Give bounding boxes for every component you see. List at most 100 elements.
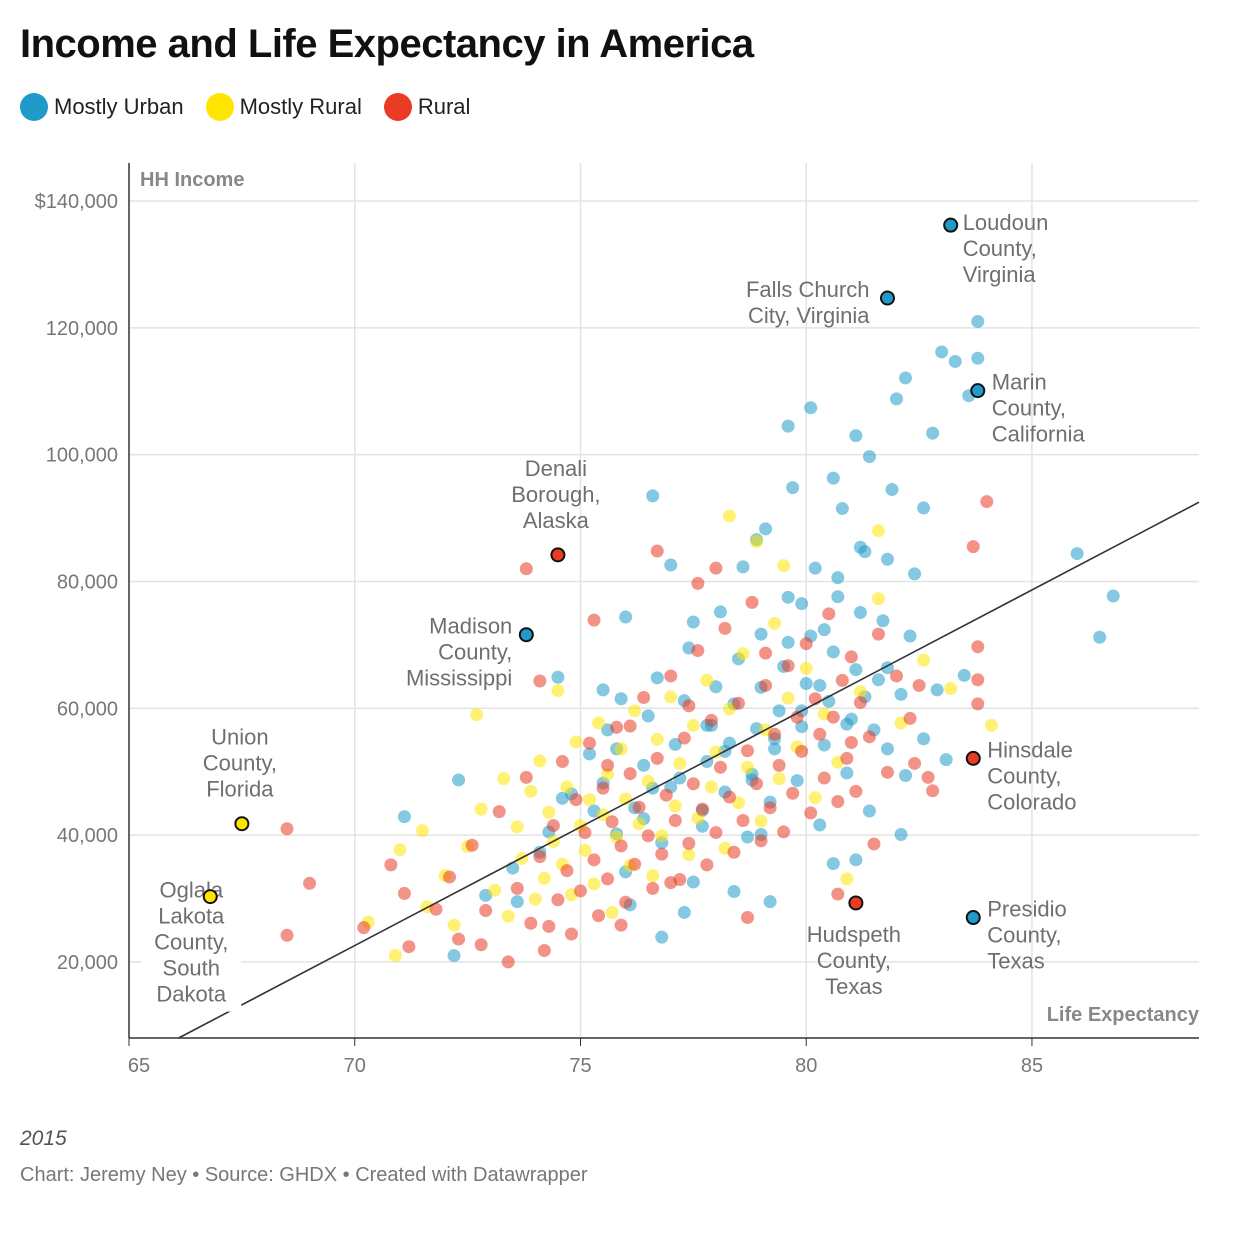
- scatter-point: [587, 877, 601, 891]
- annotation-label: Borough,: [511, 482, 600, 507]
- scatter-point: [578, 826, 592, 840]
- scatter-point: [546, 819, 560, 833]
- chart-title: Income and Life Expectancy in America: [20, 22, 754, 66]
- scatter-point: [443, 870, 457, 884]
- scatter-point: [623, 719, 637, 733]
- scatter-point: [727, 885, 741, 899]
- scatter-point: [817, 623, 831, 637]
- scatter-point: [971, 640, 985, 654]
- scatter-point: [971, 697, 985, 711]
- scatter-point: [826, 710, 840, 724]
- scatter-point: [614, 918, 628, 932]
- scatter-point: [492, 805, 506, 819]
- scatter-point: [280, 928, 294, 942]
- y-tick-label: 100,000: [46, 445, 118, 467]
- scatter-point: [695, 802, 709, 816]
- scatter-point: [759, 678, 773, 692]
- scatter-point: [772, 758, 786, 772]
- scatter-point: [551, 893, 565, 907]
- scatter-point: [790, 774, 804, 788]
- highlight-point: [970, 383, 986, 399]
- scatter-point: [741, 911, 755, 925]
- scatter-point: [722, 509, 736, 523]
- scatter-point: [930, 683, 944, 697]
- scatter-point: [592, 909, 606, 923]
- scatter-point: [880, 765, 894, 779]
- scatter-point: [980, 495, 994, 509]
- scatter-point: [840, 751, 854, 765]
- scatter-point: [853, 696, 867, 710]
- scatter-point: [718, 621, 732, 635]
- scatter-point: [853, 606, 867, 620]
- scatter-point: [479, 904, 493, 918]
- scatter-point: [560, 864, 574, 878]
- annotation-label: County,: [438, 640, 512, 665]
- annotation-label: Mississippi: [406, 666, 512, 691]
- scatter-point: [831, 794, 845, 808]
- scatter-point: [664, 558, 678, 572]
- scatter-point: [641, 829, 655, 843]
- scatter-point: [862, 730, 876, 744]
- scatter-point: [429, 902, 443, 916]
- scatter-point: [948, 354, 962, 368]
- scatter-point: [772, 772, 786, 786]
- scatter-point: [668, 799, 682, 813]
- y-tick-label: 20,000: [57, 952, 118, 974]
- scatter-point: [646, 881, 660, 895]
- scatter-point: [871, 592, 885, 606]
- annotation-label: Alaska: [523, 508, 590, 533]
- scatter-point: [957, 668, 971, 682]
- scatter-point: [750, 535, 764, 549]
- scatter-point: [519, 562, 533, 576]
- scatter-point: [781, 590, 795, 604]
- scatter-point: [799, 637, 813, 651]
- scatter-point: [781, 635, 795, 649]
- scatter-point: [668, 814, 682, 828]
- scatter-point: [781, 659, 795, 673]
- scatter-point: [786, 481, 800, 495]
- scatter-point: [921, 770, 935, 784]
- annotation-label: Colorado: [987, 789, 1076, 814]
- scatter-point: [415, 824, 429, 838]
- scatter-point: [926, 426, 940, 440]
- scatter-point: [474, 938, 488, 952]
- scatter-point: [573, 884, 587, 898]
- scatter-point: [939, 753, 953, 767]
- scatter-point: [826, 645, 840, 659]
- scatter-point: [754, 627, 768, 641]
- scatter-point: [641, 709, 655, 723]
- scatter-point: [754, 834, 768, 848]
- scatter-point: [587, 613, 601, 627]
- scatter-point: [677, 731, 691, 745]
- scatter-point: [637, 691, 651, 705]
- scatter-point: [650, 751, 664, 765]
- scatter-point: [903, 711, 917, 725]
- scatter-point: [610, 720, 624, 734]
- scatter-point: [583, 793, 597, 807]
- legend-label-mostly-urban: Mostly Urban: [54, 94, 184, 119]
- scatter-point: [623, 767, 637, 781]
- scatter-point: [691, 644, 705, 658]
- scatter-point: [501, 955, 515, 969]
- annotation-label: Hinsdale: [987, 737, 1073, 762]
- scatter-point: [691, 576, 705, 590]
- scatter-point: [393, 843, 407, 857]
- legend-label-mostly-rural: Mostly Rural: [239, 94, 362, 119]
- scatter-point: [722, 790, 736, 804]
- scatter-point: [533, 850, 547, 864]
- y-tick-label: $140,000: [35, 191, 118, 213]
- scatter-point: [840, 872, 854, 886]
- annotation-label: County,: [963, 236, 1037, 261]
- scatter-point: [596, 781, 610, 795]
- x-tick-label: 85: [1021, 1055, 1043, 1077]
- scatter-point: [772, 704, 786, 718]
- scatter-point: [397, 810, 411, 824]
- annotation-label: City, Virginia: [748, 303, 870, 328]
- scatter-point: [736, 647, 750, 661]
- scatter-point: [894, 687, 908, 701]
- scatter-point: [741, 744, 755, 758]
- scatter-point: [709, 561, 723, 575]
- x-tick-label: 70: [344, 1055, 366, 1077]
